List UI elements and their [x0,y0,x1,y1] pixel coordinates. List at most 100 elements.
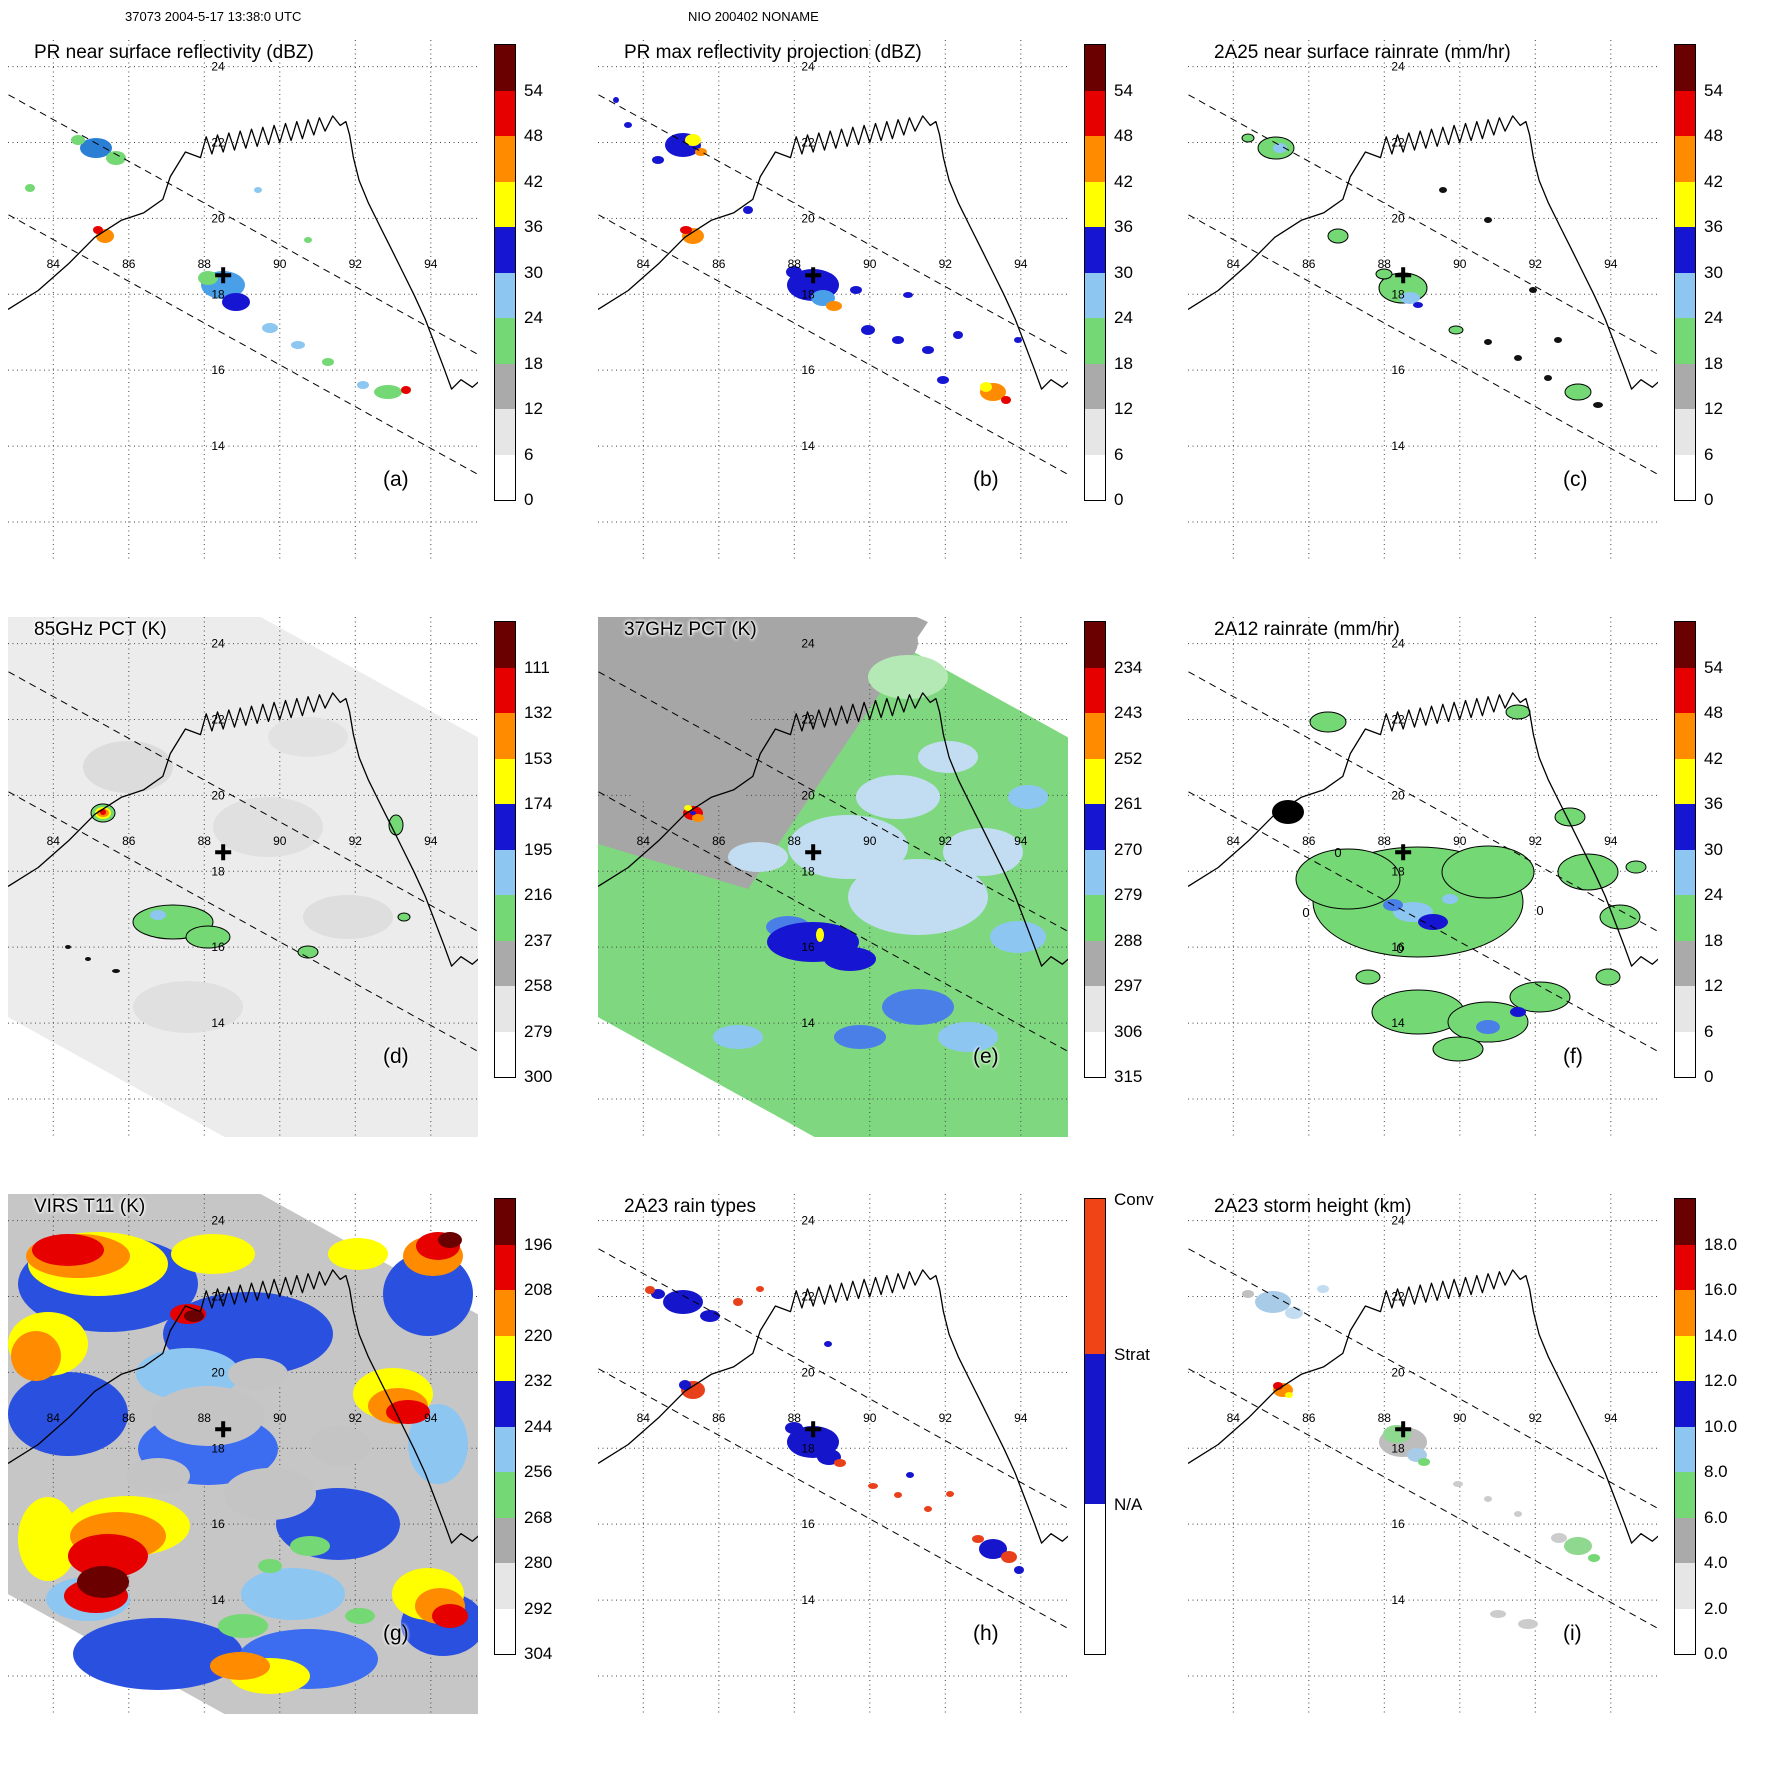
lon-tick-label: 86 [712,834,726,848]
lat-tick-label: 16 [801,363,815,377]
colorbar-tick-label: 270 [1114,839,1143,859]
lat-tick-label: 24 [801,60,815,74]
swath-edge-line [598,790,1068,1053]
colorbar-tick-label: 279 [524,1021,553,1041]
lat-tick-label: 16 [1391,1517,1405,1531]
swath-edge-line [1188,1367,1658,1630]
lon-tick-label: 90 [863,834,877,848]
map-canvas-a: 84 86 88 90 92 94 24 22 20 18 16 14 [8,40,478,560]
lat-tick-label: 18 [211,287,225,301]
lat-tick-label: 20 [1391,211,1405,225]
colorbar-tick-label: 6 [524,444,534,464]
colorbar-tick-label: 6 [1704,444,1714,464]
orbit-datetime-label: 37073 2004-5-17 13:38:0 UTC [125,9,302,24]
colorbar-ramp [494,621,516,1078]
colorbar-tick-label: 196 [524,1234,553,1254]
colorbar-a: 0 6 12 18 24 30 36 42 48 54 [494,44,589,509]
colorbar-ramp [494,1198,516,1655]
data-field [1241,133,1603,408]
panel-title: VIRS T11 (K) [34,1196,146,1217]
coastline [598,1269,1068,1544]
colorbar-tick-label: 195 [524,839,553,859]
coastline [8,115,478,390]
colorbar-tick-label: 174 [524,794,553,813]
colorbar-tick-label: 132 [524,703,553,722]
swath-edge-line [1188,213,1658,476]
lon-tick-label: 92 [349,257,363,271]
colorbar-tick-label: 48 [524,126,543,145]
lat-tick-label: 22 [1391,712,1405,726]
colorbar-tick-label: 18 [1704,353,1723,373]
colorbar-tick-label: 280 [524,1553,553,1572]
colorbar-tick-label: 12.0 [1704,1371,1738,1390]
lon-tick-label: 92 [1529,257,1543,271]
colorbar-tick-label: 10.0 [1704,1416,1738,1436]
lon-tick-label: 86 [122,834,136,848]
panel-letter: (e) [973,1045,999,1068]
lon-tick-label: 94 [424,834,438,848]
panel-letter: (g) [383,1622,409,1645]
lat-lon-gridlines [1188,1194,1658,1714]
colorbar-e: 315 306 297 288 279 270 261 252 243 234 [1084,621,1179,1086]
lat-tick-label: 20 [1391,1365,1405,1379]
lon-tick-label: 90 [1453,257,1467,271]
raintype-label: N/A [1114,1494,1143,1514]
colorbar-tick-label: 42 [524,171,543,191]
colorbar-tick-label: 216 [524,885,553,904]
lat-tick-label: 24 [1391,1214,1405,1228]
lon-tick-label: 94 [424,1411,438,1425]
swath-edge-line [1188,1247,1658,1510]
colorbar-tick-label: 18 [524,353,543,373]
lat-lon-gridlines [8,617,478,1137]
panel-b: 84 86 88 90 92 94 24 22 20 18 16 14 PR max reflectiv… [590,30,1180,607]
lon-tick-label: 88 [198,834,212,848]
lon-tick-label: 92 [1529,1411,1543,1425]
swath-edge-line [598,93,1068,356]
lon-tick-label: 90 [273,257,287,271]
contour-label: 0 [1334,845,1341,860]
panel-e: 84 86 88 90 92 94 24 22 20 18 16 14 37GHz PCT (K) (e)… [590,607,1180,1184]
swath-edge-line [8,790,478,1053]
colorbar-tick-label: 220 [524,1325,553,1345]
lon-tick-label: 92 [939,834,953,848]
lon-tick-label: 94 [1014,834,1028,848]
lat-tick-label: 14 [801,1593,815,1607]
lon-tick-label: 94 [424,257,438,271]
swath-edge-line [8,93,478,356]
raintype-label: Conv [1114,1190,1154,1209]
coastline [598,115,1068,390]
storm-center-marker [215,267,232,284]
colorbar-c: 0 6 12 18 24 30 36 42 48 54 [1674,44,1769,509]
lon-tick-label: 86 [1302,1411,1316,1425]
colorbar-tick-label: 304 [524,1644,553,1663]
swath-edge-line [598,1367,1068,1630]
colorbar-tick-label: 252 [1114,748,1143,768]
colorbar-h: Conv Strat N/A [1084,1190,1179,1660]
panel-letter: (f) [1563,1045,1583,1068]
lon-tick-label: 88 [1378,834,1392,848]
panel-title: 85GHz PCT (K) [34,619,167,640]
colorbar-tick-label: 0 [524,490,534,509]
colorbar-tick-label: 36 [1114,217,1133,236]
lat-tick-label: 16 [211,940,225,954]
colorbar-tick-label: 30 [1114,262,1133,282]
lat-tick-label: 24 [211,637,225,651]
colorbar-tick-label: 12 [1704,976,1723,995]
lon-tick-label: 84 [637,1411,651,1425]
panel-letter: (b) [973,468,999,491]
colorbar-tick-label: 243 [1114,703,1143,722]
colorbar-tick-label: 30 [1704,839,1723,859]
lat-tick-label: 22 [1391,135,1405,149]
colorbar-tick-label: 306 [1114,1021,1143,1041]
panel-d: 84 86 88 90 92 94 24 22 20 18 16 14 85GHz PCT (K) (d)… [0,607,590,1184]
lat-tick-label: 22 [801,1289,815,1303]
colorbar-ramp [1084,44,1106,501]
colorbar-tick-label: 0 [1704,490,1714,509]
lat-lon-gridlines [1188,40,1658,560]
colorbar-tick-label: 237 [524,930,553,950]
colorbar-tick-label: 18 [1704,930,1723,950]
raintype-label: Strat [1114,1344,1150,1364]
map-canvas-d: 84 86 88 90 92 94 24 22 20 18 16 14 [8,617,478,1137]
panel-letter: (c) [1563,468,1588,491]
